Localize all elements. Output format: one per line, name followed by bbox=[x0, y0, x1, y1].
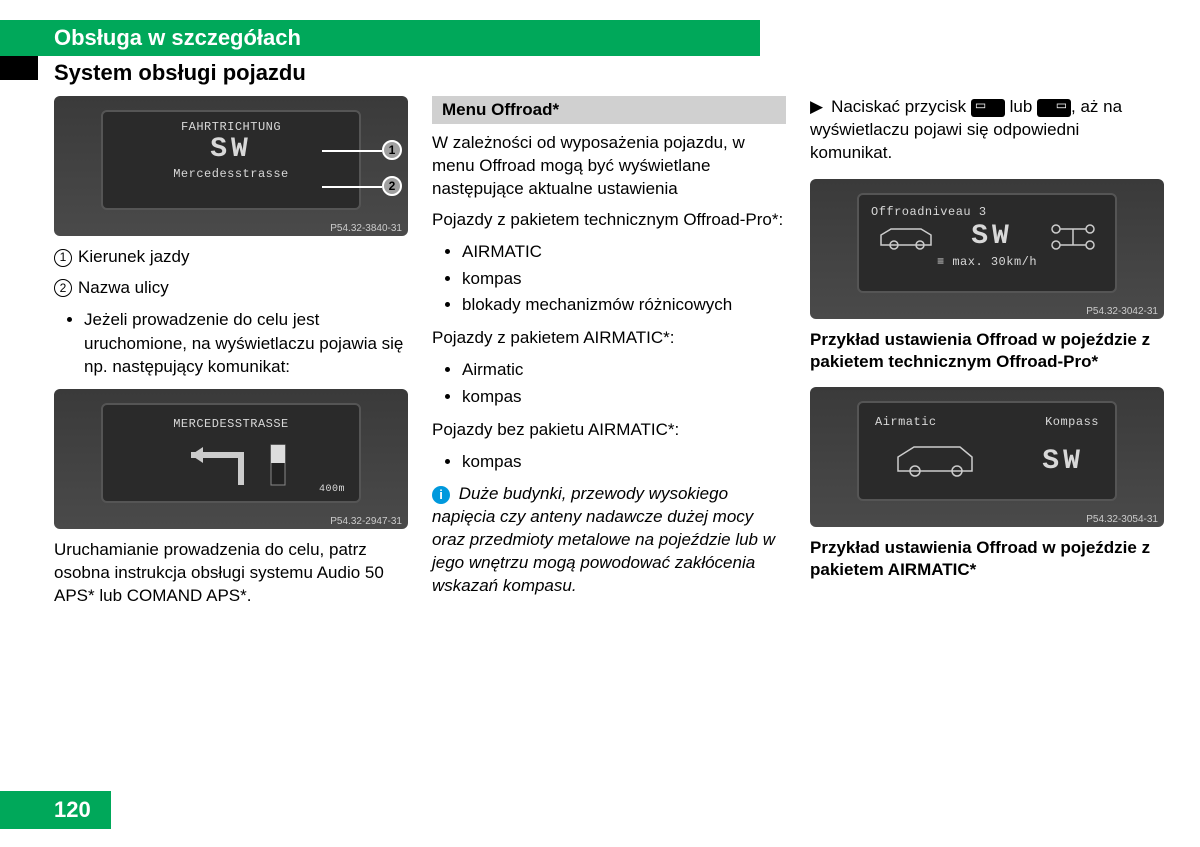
group2-label: Pojazdy z pakietem AIRMATIC*: bbox=[432, 327, 786, 350]
column-3: ▶Naciskać przycisk lub , aż na wyświetla… bbox=[810, 96, 1164, 616]
list-item: blokady mechanizmów różnicowych bbox=[462, 293, 786, 317]
image-code-4: P54.32-3054-31 bbox=[1086, 514, 1158, 525]
group3-label: Pojazdy bez pakietu AIRMATIC*: bbox=[432, 419, 786, 442]
image-code-3: P54.32-3042-31 bbox=[1086, 306, 1158, 317]
section-title: System obsługi pojazdu bbox=[54, 60, 306, 86]
lcd3-line3: max. 30km/h bbox=[952, 255, 1037, 269]
column-2: Menu Offroad* W zależności od wyposażeni… bbox=[432, 96, 786, 616]
button-next-icon bbox=[1037, 99, 1071, 117]
display-image-4: Airmatic Kompass SW P54.32-3054-31 bbox=[810, 387, 1164, 527]
lcd4-left: Airmatic bbox=[875, 415, 937, 429]
lcd2-line1: MERCEDESSTRASSE bbox=[103, 417, 359, 431]
content-area: FAHRTRICHTUNG SW Mercedesstrasse 1 2 P54… bbox=[54, 96, 1164, 616]
list-item: Airmatic bbox=[462, 358, 786, 382]
group3-list: kompas bbox=[432, 450, 786, 474]
lcd1-line1: FAHRTRICHTUNG bbox=[103, 120, 359, 134]
info-note: i Duże budynki, przewody wysokiego napię… bbox=[432, 483, 786, 598]
lcd2-dist: 400m bbox=[319, 484, 345, 495]
lcd1-line3: Mercedesstrasse bbox=[103, 167, 359, 181]
legend-2: 2Nazwa ulicy bbox=[54, 277, 408, 300]
chapter-header: Obsługa w szczegółach bbox=[0, 20, 760, 56]
triangle-icon: ▶ bbox=[810, 96, 823, 119]
page-number: 120 bbox=[0, 791, 111, 829]
caption-1: Przykład ustawienia Offroad w pojeździe … bbox=[810, 329, 1164, 373]
group1-label: Pojazdy z pakietem technicznym Offroad-P… bbox=[432, 209, 786, 232]
image-code-1: P54.32-3840-31 bbox=[330, 223, 402, 234]
instruction: ▶Naciskać przycisk lub , aż na wyświetla… bbox=[810, 96, 1164, 165]
lcd3-line1: Offroadniveau 3 bbox=[859, 205, 1115, 219]
menu-offroad-header: Menu Offroad* bbox=[432, 96, 786, 124]
caption-2: Przykład ustawienia Offroad w pojeździe … bbox=[810, 537, 1164, 581]
group2-list: Airmatic kompas bbox=[432, 358, 786, 409]
button-prev-icon bbox=[971, 99, 1005, 117]
lcd3-dir: SW bbox=[971, 221, 1013, 252]
display-image-1: FAHRTRICHTUNG SW Mercedesstrasse 1 2 P54… bbox=[54, 96, 408, 236]
info-icon: i bbox=[432, 486, 450, 504]
col1-bullet: Jeżeli prowadzenie do celu jest uruchomi… bbox=[84, 308, 408, 379]
image-code-2: P54.32-2947-31 bbox=[330, 516, 402, 527]
group1-list: AIRMATIC kompas blokady mechanizmów różn… bbox=[432, 240, 786, 317]
list-item: kompas bbox=[462, 385, 786, 409]
list-item: kompas bbox=[462, 267, 786, 291]
column-1: FAHRTRICHTUNG SW Mercedesstrasse 1 2 P54… bbox=[54, 96, 408, 616]
col1-para2: Uruchamianie prowadzenia do celu, patrz … bbox=[54, 539, 408, 608]
side-tab bbox=[0, 56, 38, 80]
lcd4-dir: SW bbox=[1042, 446, 1084, 477]
col2-intro: W zależności od wyposażenia pojazdu, w m… bbox=[432, 132, 786, 201]
display-image-3: Offroadniveau 3 SW ≡ max. 30km/h P54.32-… bbox=[810, 179, 1164, 319]
legend-1: 1Kierunek jazdy bbox=[54, 246, 408, 269]
callout-1: 1 bbox=[382, 140, 402, 160]
list-item: AIRMATIC bbox=[462, 240, 786, 264]
lcd4-right: Kompass bbox=[1045, 415, 1099, 429]
display-image-2: MERCEDESSTRASSE 400m P54.32-2947-31 bbox=[54, 389, 408, 529]
list-item: kompas bbox=[462, 450, 786, 474]
callout-2: 2 bbox=[382, 176, 402, 196]
lcd1-line2: SW bbox=[103, 134, 359, 165]
